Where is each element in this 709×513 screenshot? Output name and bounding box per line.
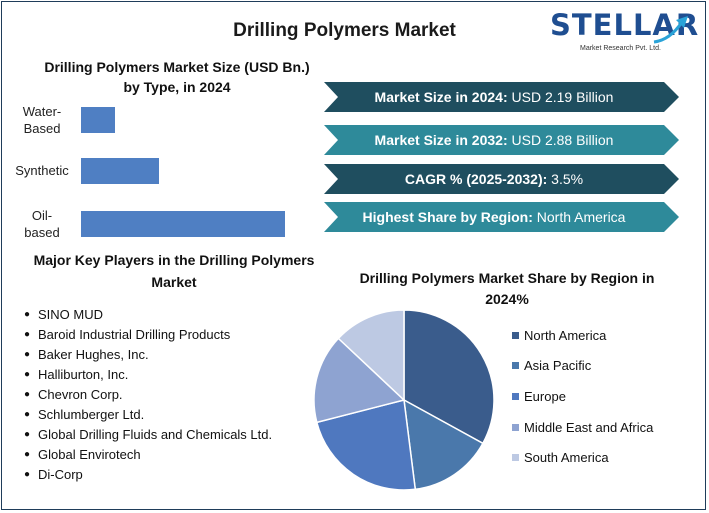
pie-chart	[313, 309, 495, 491]
player-name: Di-Corp	[38, 467, 83, 482]
pie-legend: North America Asia Pacific Europe Middle Ea…	[512, 320, 653, 473]
bullet-icon: ●	[24, 329, 31, 340]
stellar-logo: STELLAR Market Research Pvt. Ltd.	[542, 8, 698, 58]
legend-swatch	[512, 362, 519, 370]
bullet-icon: ●	[24, 309, 31, 320]
legend-swatch	[512, 331, 519, 339]
player-name: Chevron Corp.	[38, 387, 123, 402]
banner-label: CAGR % (2025-2032):	[404, 171, 548, 187]
bullet-icon: ●	[24, 389, 31, 400]
list-item: ● Halliburton, Inc.	[24, 365, 272, 385]
bar-chart-title: Drilling Polymers Market Size (USD Bn.) …	[44, 59, 310, 95]
legend-item: Europe	[512, 381, 653, 412]
list-item: ● Baker Hughes, Inc.	[24, 345, 272, 365]
logo-arrow-icon	[653, 16, 688, 44]
list-item: ● Chevron Corp.	[24, 385, 272, 405]
banner-shape	[324, 202, 679, 232]
key-players-title: Major Key Players in the Drilling Polyme…	[33, 252, 315, 290]
list-item: ● Global Drilling Fluids and Chemicals Lt…	[24, 425, 272, 445]
pie-slice-asia-pacific	[403, 398, 484, 491]
bar-chart: Water-Based Synthetic Oil-based	[15, 104, 285, 240]
bullet-icon: ●	[24, 429, 31, 440]
banner-value: North America	[532, 209, 626, 225]
legend-label: North America	[524, 327, 607, 343]
legend-item: North America	[512, 320, 653, 351]
bullet-icon: ●	[24, 449, 31, 460]
banner-highest-share: Highest Share by Region: North America	[324, 202, 679, 232]
logo-brand: STELLAR	[550, 8, 700, 42]
legend-label: South America	[524, 450, 609, 466]
player-name: Baroid Industrial Drilling Products	[38, 327, 231, 342]
banner-label: Market Size in 2032:	[374, 132, 508, 148]
legend-item: South America	[512, 442, 653, 473]
banner-market-size-2032: Market Size in 2032: USD 2.88 Billion	[324, 125, 679, 155]
banner-text: Highest Share by Region: North America	[324, 202, 664, 232]
banner-value: USD 2.88 Billion	[507, 132, 614, 148]
pie-slice-middle-east-and-africa	[313, 337, 406, 424]
player-name: Baker Hughes, Inc.	[38, 347, 149, 362]
banner-label: Market Size in 2024:	[374, 89, 508, 105]
banner-label: Highest Share by Region:	[362, 209, 533, 225]
player-name: Global Envirotech	[38, 447, 141, 462]
bullet-icon: ●	[24, 409, 31, 420]
bar-oil-based	[81, 211, 285, 237]
banner-text: CAGR % (2025-2032): 3.5%	[324, 164, 664, 194]
legend-item: Asia Pacific	[512, 351, 653, 382]
banner-cagr: CAGR % (2025-2032): 3.5%	[324, 164, 679, 194]
banner-value: 3.5%	[547, 171, 584, 187]
player-name: Halliburton, Inc.	[38, 367, 129, 382]
legend-swatch	[512, 392, 519, 400]
legend-swatch	[512, 423, 519, 431]
pie-slice-south-america	[337, 309, 405, 402]
banner-value: USD 2.19 Billion	[507, 89, 614, 105]
player-name: Global Drilling Fluids and Chemicals Ltd…	[38, 427, 273, 442]
list-item: ● Schlumberger Ltd.	[24, 405, 272, 425]
banner-text: Market Size in 2032: USD 2.88 Billion	[324, 125, 664, 155]
list-item: ● SINO MUD	[24, 305, 272, 325]
bullet-icon: ●	[24, 469, 31, 480]
banner-shape	[324, 82, 679, 112]
player-name: Schlumberger Ltd.	[38, 407, 145, 422]
list-item: ● Global Envirotech	[24, 445, 272, 465]
legend-swatch	[512, 454, 519, 462]
bar-category-label: Synthetic	[15, 163, 69, 178]
bar-water-based	[81, 107, 115, 133]
logo-tagline: Market Research Pvt. Ltd.	[580, 45, 661, 52]
legend-label: Asia Pacific	[524, 358, 592, 374]
pie-slice-europe	[315, 399, 417, 491]
pie-slice-north-america	[403, 309, 495, 445]
bullet-icon: ●	[24, 349, 31, 360]
list-item: ● Baroid Industrial Drilling Products	[24, 325, 272, 345]
list-item: ● Di-Corp	[24, 465, 272, 485]
key-players-list: ● SINO MUD ● Baroid Industrial Drilling Pr…	[24, 305, 272, 485]
bar-synthetic	[81, 158, 159, 184]
banner-shape	[324, 125, 679, 155]
player-name: SINO MUD	[38, 307, 103, 322]
legend-label: Middle East and Africa	[524, 419, 654, 435]
pie-chart-title: Drilling Polymers Market Share by Region…	[359, 270, 655, 307]
bar-category-label: Water-Based	[23, 104, 62, 136]
banner-shape	[324, 164, 679, 194]
banner-market-size-2024: Market Size in 2024: USD 2.19 Billion	[324, 82, 679, 112]
bar-category-label: Oil-based	[24, 208, 59, 240]
banner-text: Market Size in 2024: USD 2.19 Billion	[324, 82, 664, 112]
legend-label: Europe	[524, 388, 566, 404]
page-title: Drilling Polymers Market	[233, 20, 456, 41]
bullet-icon: ●	[24, 369, 31, 380]
legend-item: Middle East and Africa	[512, 412, 653, 443]
